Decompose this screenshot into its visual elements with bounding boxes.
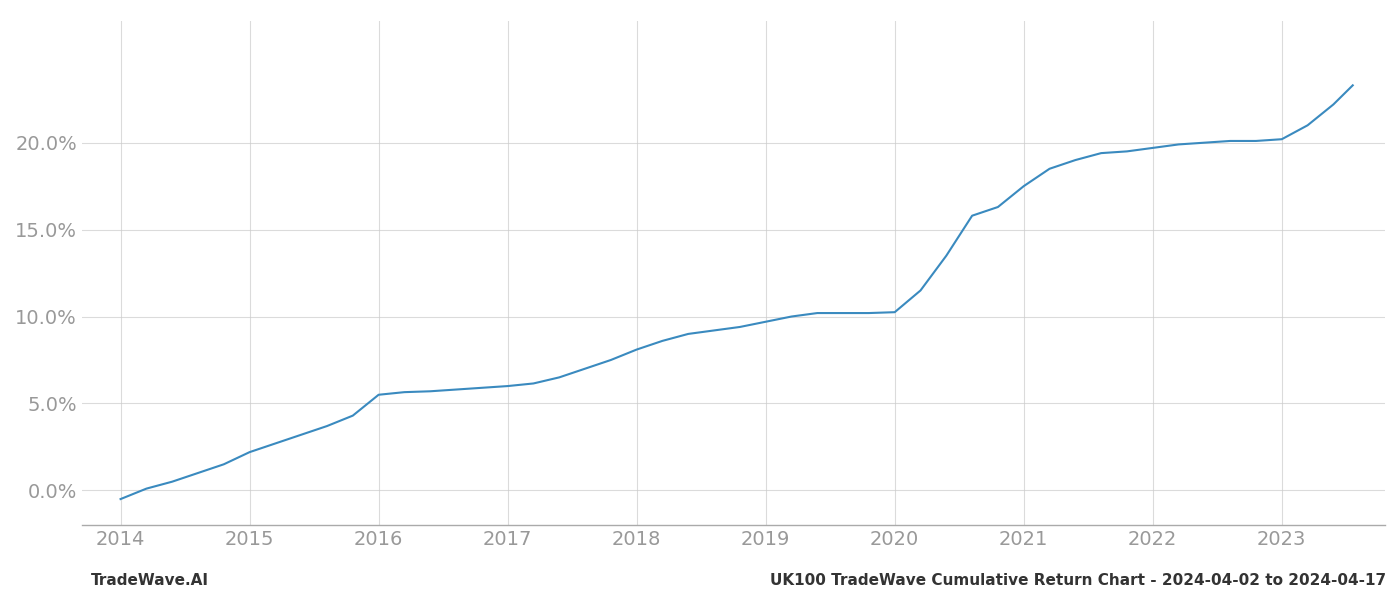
Text: UK100 TradeWave Cumulative Return Chart - 2024-04-02 to 2024-04-17: UK100 TradeWave Cumulative Return Chart … [770, 573, 1386, 588]
Text: TradeWave.AI: TradeWave.AI [91, 573, 209, 588]
